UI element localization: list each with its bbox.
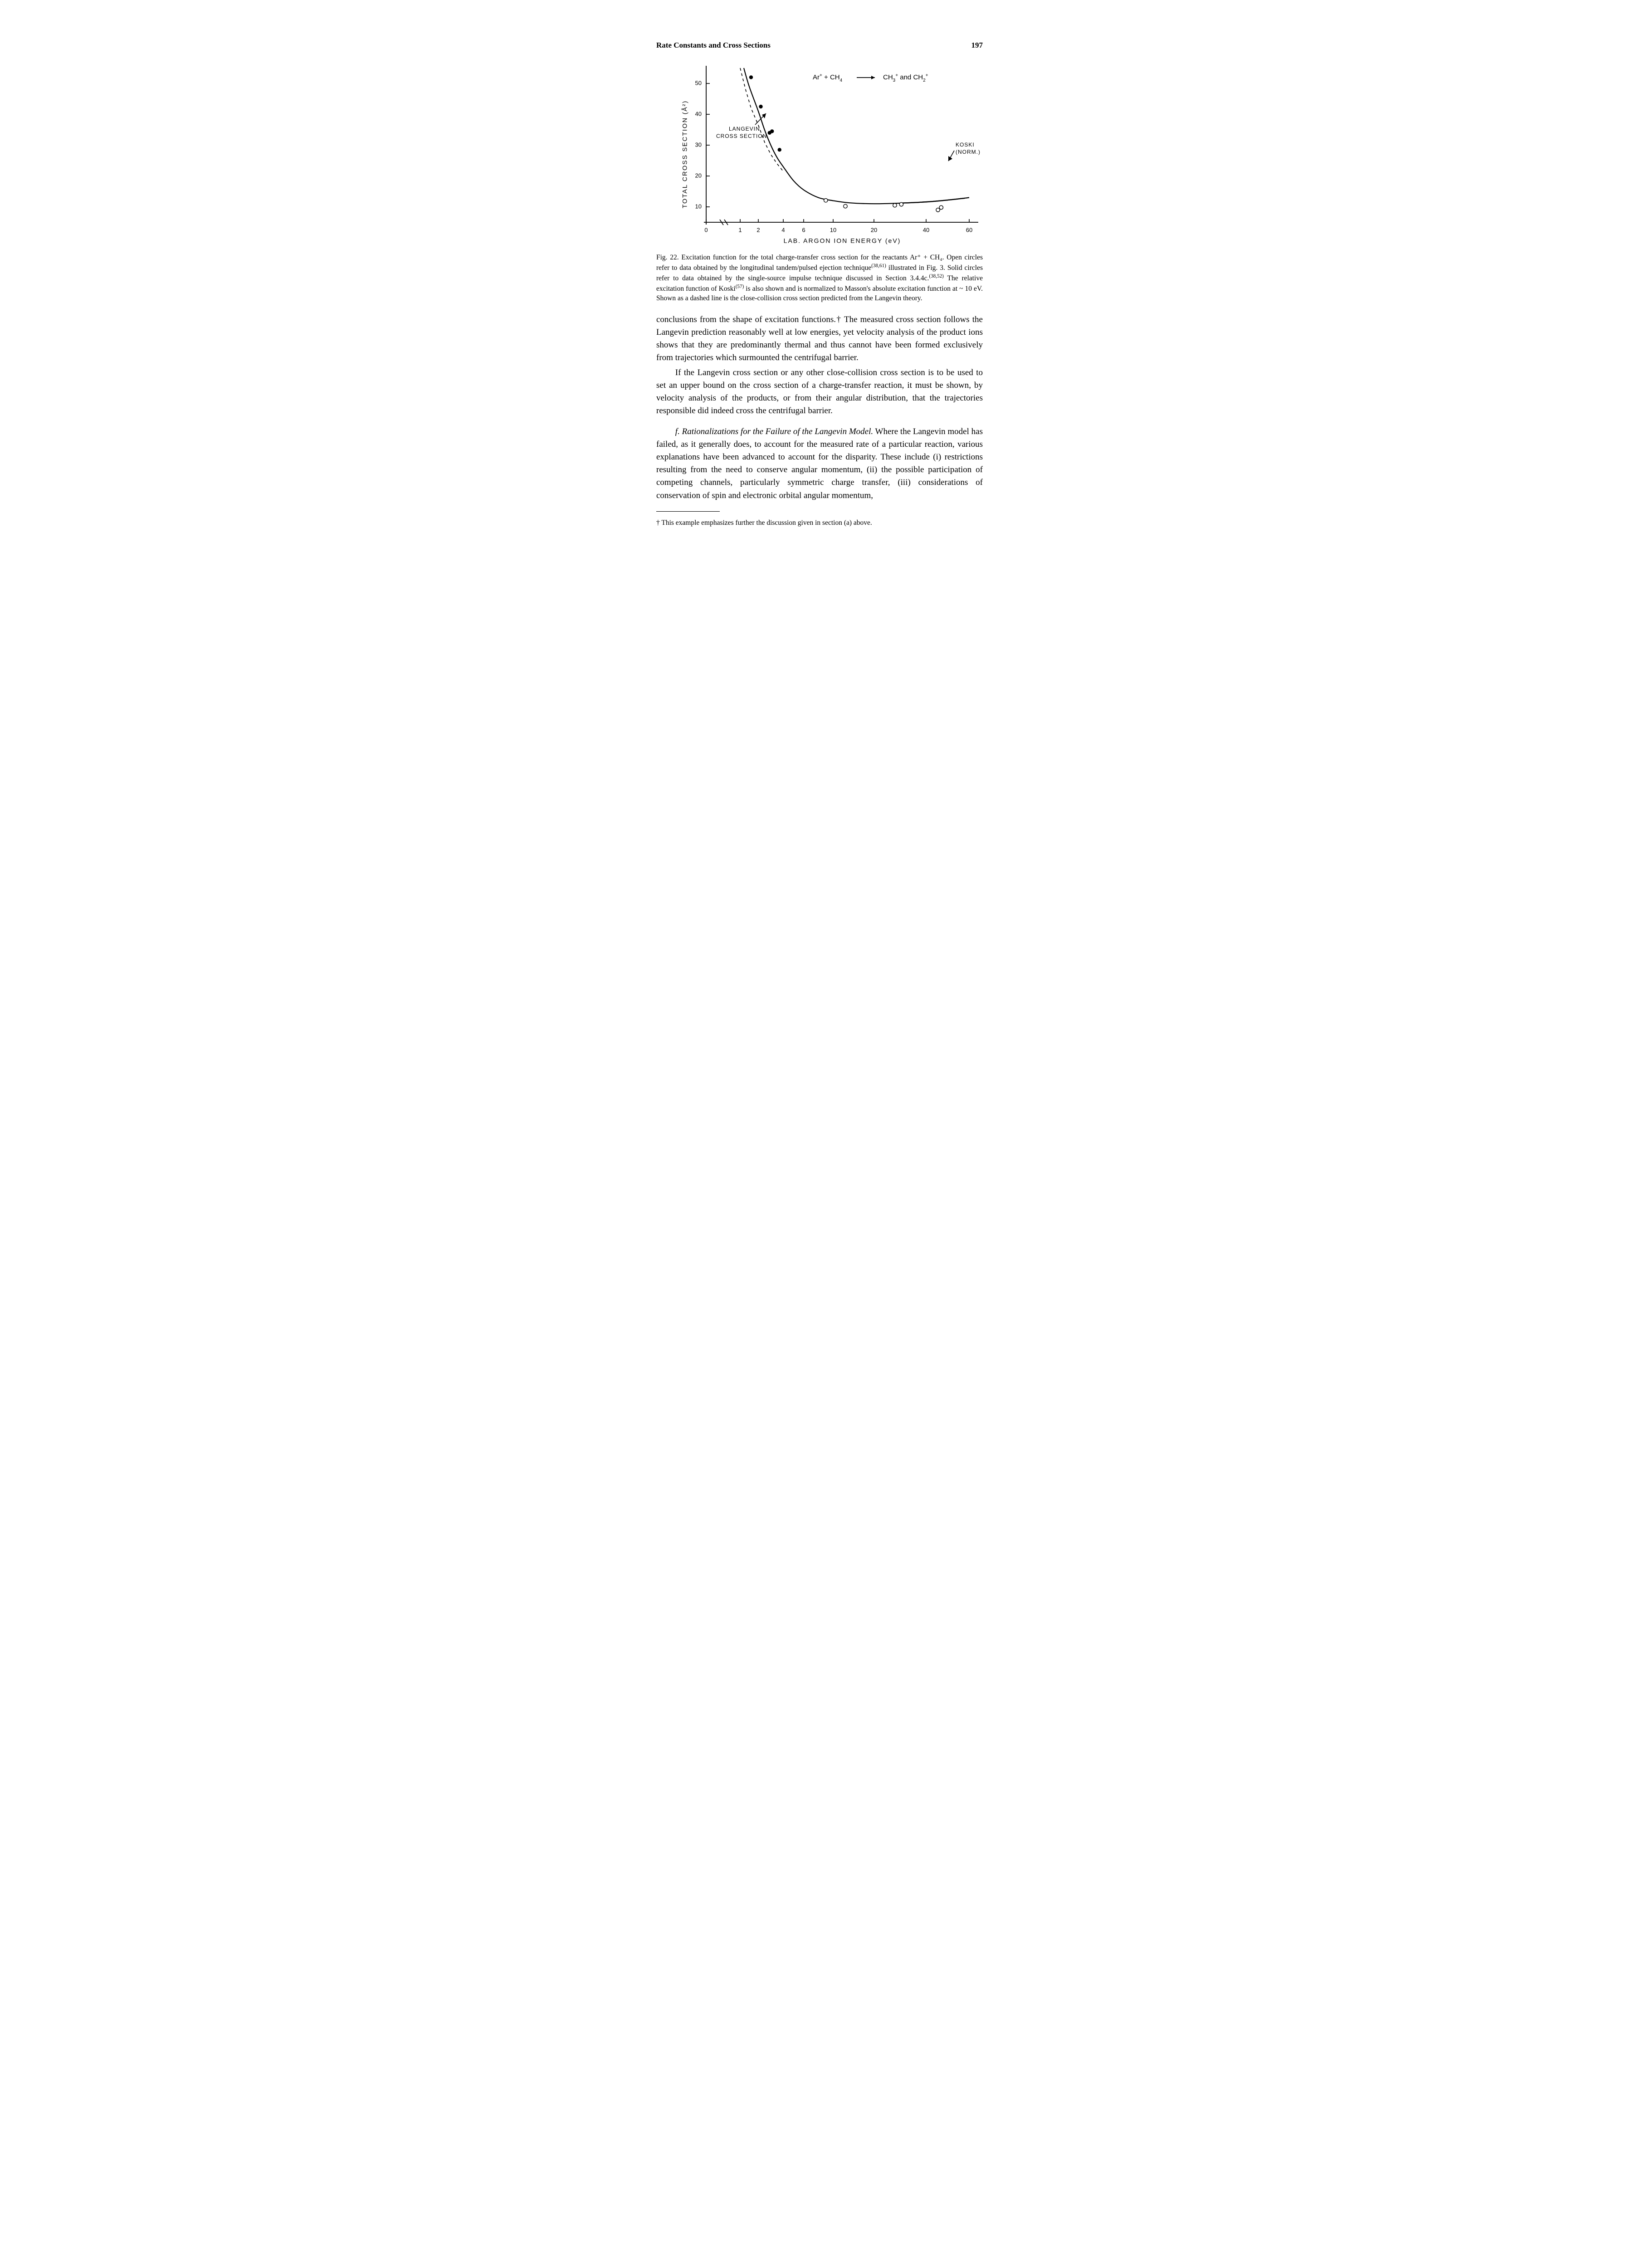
svg-text:20: 20 [871, 226, 877, 233]
page-number: 197 [971, 41, 983, 50]
running-head-left: Rate Constants and Cross Sections [656, 41, 771, 50]
caption-sup-c: (57) [736, 284, 744, 289]
page: Rate Constants and Cross Sections 197 10… [615, 0, 1015, 562]
svg-text:CH3+ and CH2+: CH3+ and CH2+ [883, 73, 928, 83]
caption-sup-b: (38,52) [929, 274, 944, 279]
body-para-1: conclusions from the shape of excitation… [656, 313, 983, 364]
section-heading-f: f. Rationalizations for the Failure of t… [675, 427, 873, 436]
figure-22: 10 20 30 40 50 0 1 2 4 6 10 20 40 60 LAB. ARGON ION EN… [670, 59, 983, 249]
figure-22-caption: Fig. 22. Excitation function for the tot… [656, 253, 983, 303]
svg-text:40: 40 [695, 110, 702, 117]
body-para-3: f. Rationalizations for the Failure of t… [656, 425, 983, 502]
running-head: Rate Constants and Cross Sections 197 [656, 41, 983, 50]
body-para-2: If the Langevin cross section or any oth… [656, 367, 983, 417]
svg-text:60: 60 [966, 226, 972, 233]
caption-sup-a: (38,61) [871, 263, 886, 269]
svg-text:1: 1 [738, 226, 742, 233]
svg-text:LANGEVIN: LANGEVIN [729, 126, 760, 132]
svg-text:(NORM.): (NORM.) [956, 149, 981, 155]
svg-text:40: 40 [923, 226, 929, 233]
svg-text:4: 4 [781, 226, 785, 233]
svg-text:30: 30 [695, 141, 702, 148]
svg-text:Ar+ + CH4: Ar+ + CH4 [813, 73, 843, 83]
footnote: † This example emphasizes further the di… [656, 518, 983, 528]
caption-label: Fig. 22. [656, 254, 679, 261]
svg-text:20: 20 [695, 172, 702, 179]
figure-22-svg: 10 20 30 40 50 0 1 2 4 6 10 20 40 60 LAB. ARGON ION EN… [670, 59, 987, 249]
svg-text:KOSKI: KOSKI [956, 142, 975, 148]
svg-text:0: 0 [704, 226, 708, 233]
svg-text:2: 2 [756, 226, 760, 233]
svg-text:6: 6 [802, 226, 805, 233]
svg-text:TOTAL CROSS SECTION (Å²): TOTAL CROSS SECTION (Å²) [681, 100, 688, 208]
body-para-3-body: Where the Langevin model has failed, as … [656, 427, 983, 500]
svg-text:LAB. ARGON ION ENERGY (eV): LAB. ARGON ION ENERGY (eV) [784, 237, 901, 244]
svg-text:10: 10 [695, 203, 702, 210]
svg-text:10: 10 [830, 226, 836, 233]
svg-text:50: 50 [695, 79, 702, 86]
footnote-rule [656, 511, 720, 512]
svg-text:CROSS SECTION: CROSS SECTION [716, 133, 767, 139]
